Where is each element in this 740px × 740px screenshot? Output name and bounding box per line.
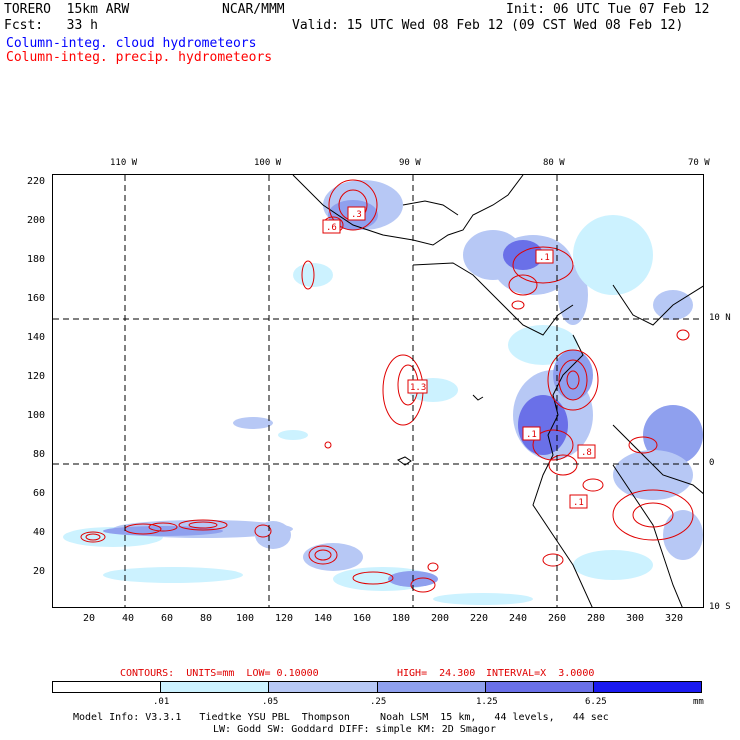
legend-swatch bbox=[377, 682, 486, 692]
max-label: 1.3 bbox=[410, 383, 426, 393]
lat-label-10s: 10 S bbox=[709, 602, 731, 612]
lon-label-90w: 90 W bbox=[399, 158, 421, 168]
legend-swatch bbox=[53, 682, 162, 692]
lon-label-70w: 70 W bbox=[688, 158, 710, 168]
y-tick: 80 bbox=[33, 449, 46, 460]
max-label: .3 bbox=[351, 210, 362, 220]
x-tick: 180 bbox=[392, 613, 411, 624]
x-tick: 100 bbox=[236, 613, 255, 624]
y-tick: 40 bbox=[33, 527, 46, 538]
lat-label-0: 0 bbox=[709, 458, 715, 468]
cloud-field-title: Column-integ. cloud hydrometeors bbox=[6, 36, 257, 51]
y-tick: 20 bbox=[33, 566, 46, 577]
x-tick: 300 bbox=[626, 613, 645, 624]
model-info-line1: Model Info: V3.3.1 Tiedtke YSU PBL Thomp… bbox=[73, 712, 609, 723]
max-label: .6 bbox=[326, 223, 337, 233]
legend-swatch bbox=[269, 682, 378, 692]
coastline bbox=[292, 175, 703, 607]
forecast-map: .6 .3 .1 1.3 .1 .8 .1 bbox=[52, 174, 704, 608]
x-tick: 20 bbox=[83, 613, 96, 624]
lat-label-10n: 10 N bbox=[709, 313, 731, 323]
legend-tick: 1.25 bbox=[476, 697, 498, 707]
precip-field-title: Column-integ. precip. hydrometeors bbox=[6, 50, 273, 65]
y-tick: 220 bbox=[27, 176, 46, 187]
x-tick: 120 bbox=[275, 613, 294, 624]
lon-label-100w: 100 W bbox=[254, 158, 282, 168]
max-label: .1 bbox=[526, 430, 537, 440]
x-tick: 260 bbox=[548, 613, 567, 624]
max-value-boxes bbox=[322, 206, 596, 509]
lon-label-80w: 80 W bbox=[543, 158, 565, 168]
x-tick: 40 bbox=[122, 613, 135, 624]
y-tick: 100 bbox=[27, 410, 46, 421]
contour-high: HIGH= 24.300 bbox=[397, 668, 476, 679]
init-time: Init: 06 UTC Tue 07 Feb 12 bbox=[506, 2, 710, 17]
contour-interval: INTERVAL=X 3.0000 bbox=[486, 668, 595, 679]
model-title: TORERO 15km ARW bbox=[4, 2, 130, 17]
valid-time: Valid: 15 UTC Wed 08 Feb 12 (09 CST Wed … bbox=[292, 18, 684, 33]
legend-swatch bbox=[161, 682, 270, 692]
model-info-line2: LW: Godd SW: Goddard DIFF: simple KM: 2D… bbox=[213, 724, 496, 735]
x-tick: 160 bbox=[353, 613, 372, 624]
color-legend bbox=[52, 681, 702, 693]
contour-units-low: CONTOURS: UNITS=mm LOW= 0.10000 bbox=[120, 668, 319, 679]
legend-tick: .01 bbox=[153, 697, 170, 707]
legend-tick: .05 bbox=[262, 697, 279, 707]
max-label: .8 bbox=[581, 448, 592, 458]
x-tick: 320 bbox=[665, 613, 684, 624]
x-tick: 240 bbox=[509, 613, 528, 624]
x-tick: 280 bbox=[587, 613, 606, 624]
legend-swatch bbox=[593, 682, 702, 692]
organization-label: NCAR/MMM bbox=[222, 2, 285, 17]
max-label: .1 bbox=[539, 253, 550, 263]
x-tick: 60 bbox=[161, 613, 174, 624]
x-tick: 200 bbox=[431, 613, 450, 624]
x-tick: 220 bbox=[470, 613, 489, 624]
y-tick: 120 bbox=[27, 371, 46, 382]
x-tick: 80 bbox=[200, 613, 213, 624]
y-tick: 60 bbox=[33, 488, 46, 499]
y-tick: 200 bbox=[27, 215, 46, 226]
max-label: .1 bbox=[573, 498, 584, 508]
forecast-hour: Fcst: 33 h bbox=[4, 18, 98, 33]
legend-tick: 6.25 bbox=[585, 697, 607, 707]
legend-tick: .25 bbox=[370, 697, 387, 707]
legend-swatch bbox=[485, 682, 594, 692]
cloud-shading bbox=[63, 180, 703, 605]
lon-label-110w: 110 W bbox=[110, 158, 138, 168]
y-tick: 160 bbox=[27, 293, 46, 304]
grid-lines bbox=[53, 175, 703, 607]
x-tick: 140 bbox=[314, 613, 333, 624]
y-tick: 140 bbox=[27, 332, 46, 343]
y-tick: 180 bbox=[27, 254, 46, 265]
legend-units: mm bbox=[693, 697, 704, 707]
